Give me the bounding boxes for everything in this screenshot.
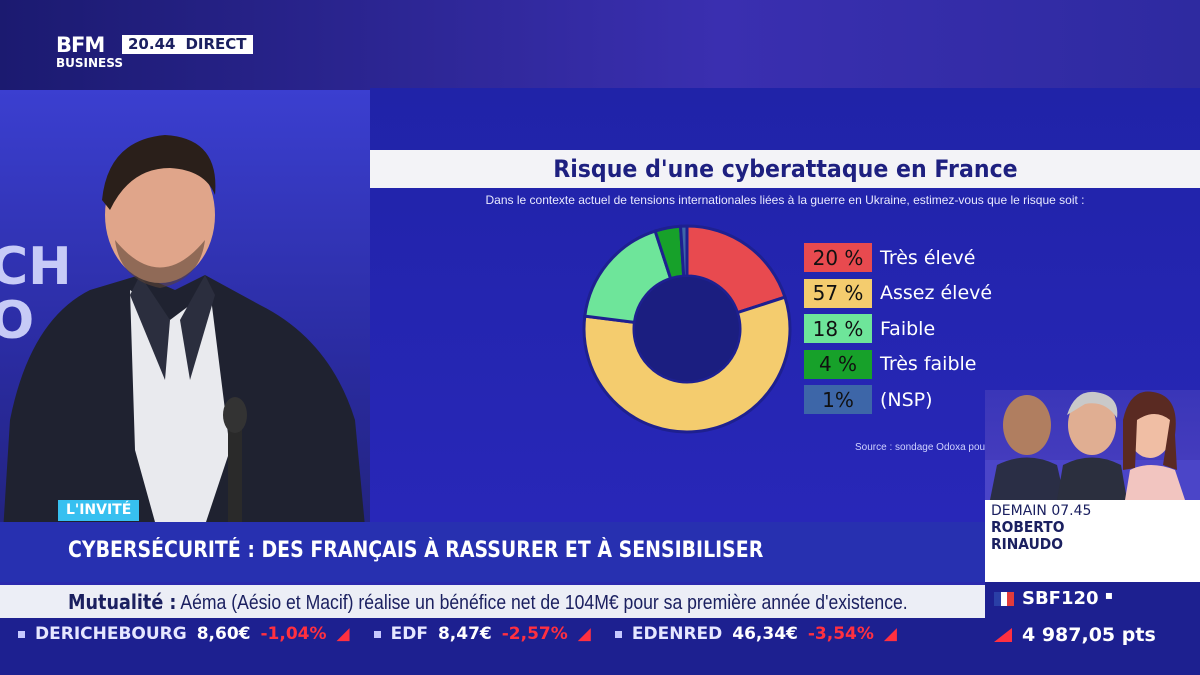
live-clock: 20.44 DIRECT [122, 35, 253, 54]
headline-bar [0, 522, 985, 582]
stock-ticker-bar [0, 618, 985, 675]
ticker-value: 46,34€ [732, 624, 798, 644]
legend-item: 4 % Très faible [804, 349, 992, 379]
bfm-business-logo: BFM BUSINESS [56, 33, 123, 74]
down-arrow-icon: ◢ [883, 624, 897, 644]
live-label: DIRECT [185, 35, 247, 53]
ticker-name: EDENRED [631, 624, 723, 644]
donut-slice-tr-s-lev [685, 224, 787, 315]
upcoming-show-thumbnail [985, 390, 1200, 500]
news-text: Aéma (Aésio et Macif) réalise un bénéfic… [180, 592, 908, 614]
french-flag-icon [994, 592, 1015, 606]
down-arrow-icon: ◢ [577, 624, 591, 644]
donut-chart [582, 224, 792, 434]
logo-sub-text: BUSINESS [56, 56, 123, 70]
ticker-separator-icon [373, 630, 381, 638]
donut-slice-nsp [678, 224, 689, 278]
index-box [985, 582, 1200, 675]
guest-tag: L'INVITÉ [58, 500, 140, 521]
index-name: SBF120 ▪ [1022, 588, 1113, 609]
legend-value: 1% [804, 385, 872, 414]
ticker-separator-icon [18, 630, 25, 638]
legend-item: 20 % Très élevé [804, 243, 992, 272]
news-category: Mutualité : [68, 590, 177, 614]
legend-item: 18 % Faible [804, 314, 992, 343]
legend-item: 1% (NSP) [804, 385, 992, 414]
legend-value: 57 % [804, 278, 872, 308]
legend-value: 20 % [804, 243, 872, 272]
ticker-separator-icon [614, 630, 622, 638]
legend-label: Faible [880, 317, 936, 340]
ticker-name: EDF [390, 624, 428, 644]
headline: CYBERSÉCURITÉ : DES FRANÇAIS À RASSURER … [68, 538, 764, 563]
upcoming-time: DEMAIN 07.45 [991, 503, 1092, 519]
upcoming-name-line1: ROBERTO [991, 518, 1065, 536]
ticker-name: DERICHEBOURG [35, 624, 187, 644]
legend-label: Très élevé [880, 246, 976, 269]
donut-hole [635, 277, 739, 381]
legend-value: 4 % [804, 349, 872, 379]
down-arrow-icon: ◢ [336, 624, 350, 644]
news-crawl: Mutualité : Aéma (Aésio et Macif) réalis… [68, 590, 908, 615]
clock-time: 20.44 [128, 35, 176, 53]
stock-ticker: DERICHEBOURG 8,60€ -1,04% ◢ EDF 8,47€ -2… [18, 624, 897, 644]
upcoming-name-line2: RINAUDO [991, 535, 1063, 553]
down-arrow-icon [994, 628, 1012, 642]
logo-main-text: BFM [56, 33, 105, 57]
ticker-value: 8,60€ [196, 624, 251, 644]
upcoming-guest-box: DEMAIN 07.45 ROBERTO RINAUDO [985, 500, 1200, 582]
chart-source: Source : sondage Odoxa pour BFM Business [855, 442, 1056, 453]
chart-title: Risque d'une cyberattaque en France [552, 155, 1018, 183]
studio-backdrop-text: CH O [0, 237, 72, 351]
index-value: 4 987,05 pts [1022, 624, 1156, 646]
legend-label: Très faible [880, 353, 977, 375]
donut-slice-assez-lev [582, 295, 792, 434]
guest-speaker [0, 135, 370, 580]
presenters-image [985, 391, 1200, 500]
legend-label: Assez élevé [880, 282, 993, 304]
chart-legend: 20 % Très élevé 57 % Assez élevé 18 % Faible 4… [804, 243, 992, 421]
legend-value: 18 % [804, 314, 872, 343]
news-crawl-bar [0, 585, 985, 618]
legend-label: (NSP) [880, 388, 933, 411]
ticker-change: -1,04% [260, 624, 327, 644]
chart-subtitle: Dans le contexte actuel de tensions inte… [485, 193, 1085, 207]
chart-title-bar: Risque d'une cyberattaque en France [370, 150, 1200, 188]
ticker-value: 8,47€ [437, 624, 492, 644]
ticker-change: -3,54% [807, 624, 874, 644]
ticker-change: -2,57% [501, 624, 568, 644]
legend-item: 57 % Assez élevé [804, 278, 993, 308]
